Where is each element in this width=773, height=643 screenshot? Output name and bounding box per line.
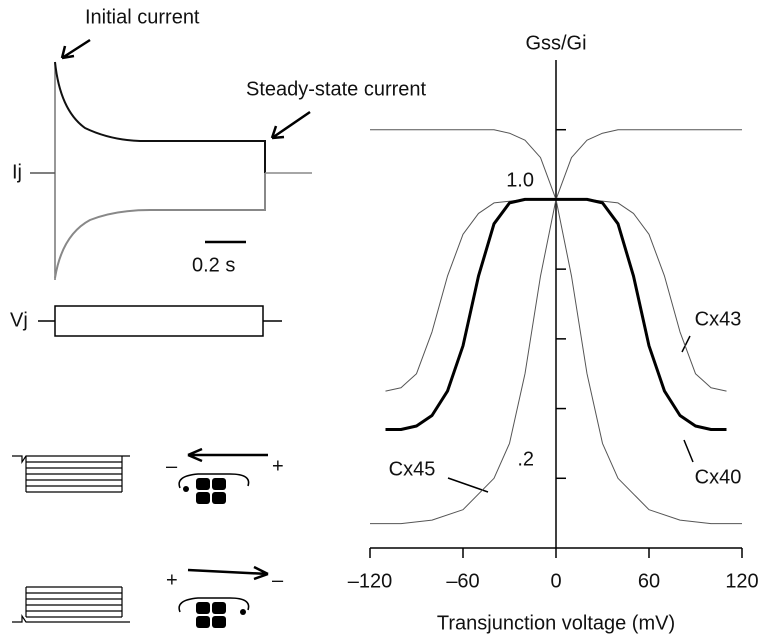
- sign: –: [166, 455, 178, 477]
- annotation: Cx45: [389, 458, 436, 480]
- arrow: [187, 447, 268, 463]
- sign: –: [272, 569, 284, 591]
- steady-label: Steady-state current: [246, 78, 427, 100]
- annotation: Cx43: [695, 308, 742, 330]
- arrow: [270, 110, 311, 140]
- sign: +: [272, 455, 284, 477]
- annotation-arrow: [447, 477, 489, 493]
- y-tick-label: 1.0: [506, 170, 534, 192]
- current-label: Ij: [12, 161, 22, 183]
- left-panel: Initial current Steady-state current Ij …: [10, 6, 427, 628]
- current-trace: [54, 61, 266, 173]
- annotation: Cx40: [695, 466, 742, 488]
- step-protocol: [12, 455, 130, 493]
- x-tick-label: –60: [446, 570, 479, 592]
- voltage-label: Vj: [10, 309, 28, 331]
- sign: +: [166, 569, 178, 591]
- step-protocol: [12, 586, 130, 623]
- x-tick-label: 0: [550, 570, 561, 592]
- current-trace: [54, 173, 266, 279]
- x-tick-label: 120: [725, 570, 758, 592]
- x-axis-label: Transjunction voltage (mV): [437, 612, 675, 634]
- voltage-step: [54, 305, 264, 337]
- arrow: [187, 565, 269, 581]
- annotation-arrow: [681, 335, 691, 353]
- x-tick-label: 60: [638, 570, 660, 592]
- arrow: [60, 38, 91, 60]
- channel-icon: [178, 473, 250, 504]
- scale-label: 0.2 s: [192, 254, 235, 276]
- channel-icon: [178, 597, 250, 628]
- initial-label: Initial current: [85, 6, 200, 28]
- annotation-arrow: [683, 439, 694, 463]
- curve: [385, 197, 727, 431]
- x-tick-label: –120: [348, 570, 393, 592]
- y-tick-label: .2: [517, 449, 534, 471]
- y-axis-label: Gss/Gi: [525, 32, 586, 54]
